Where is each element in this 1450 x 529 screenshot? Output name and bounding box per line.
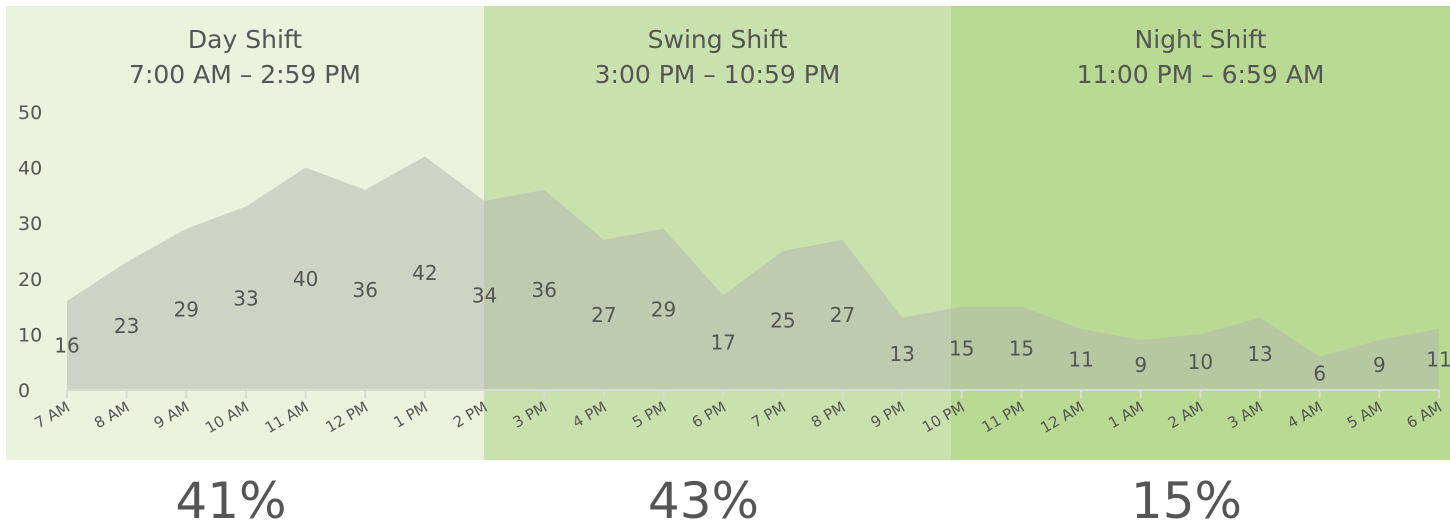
data-label: 11 <box>1068 347 1093 371</box>
y-tick-label: 30 <box>18 213 42 235</box>
y-tick-label: 0 <box>18 380 30 402</box>
data-label: 6 <box>1313 361 1326 385</box>
area <box>67 156 1439 390</box>
shift-percent: 15% <box>1131 472 1242 529</box>
data-label: 42 <box>412 261 437 285</box>
data-label: 40 <box>293 267 318 291</box>
data-label: 34 <box>472 283 497 307</box>
data-label: 36 <box>531 278 556 302</box>
shift-name: Day Shift <box>188 25 302 54</box>
shift-hours: 11:00 PM – 6:59 AM <box>1077 60 1325 89</box>
data-label: 27 <box>830 303 855 327</box>
data-label: 9 <box>1134 353 1147 377</box>
data-label: 27 <box>591 303 616 327</box>
data-label: 17 <box>710 331 735 355</box>
data-label: 29 <box>651 297 676 321</box>
data-label: 15 <box>949 336 974 360</box>
data-label: 29 <box>174 297 199 321</box>
data-label: 15 <box>1009 336 1034 360</box>
data-label: 11 <box>1426 347 1450 371</box>
data-label: 36 <box>353 278 378 302</box>
y-tick-label: 40 <box>18 158 42 180</box>
y-tick-label: 20 <box>18 269 42 291</box>
shift-hours: 7:00 AM – 2:59 PM <box>129 60 361 89</box>
data-label: 33 <box>233 286 258 310</box>
data-label: 10 <box>1188 350 1213 374</box>
data-label: 16 <box>54 334 79 358</box>
data-label: 25 <box>770 309 795 333</box>
y-tick-label: 10 <box>18 324 42 346</box>
data-label: 23 <box>114 314 139 338</box>
data-label: 13 <box>889 342 914 366</box>
y-tick-label: 50 <box>18 102 42 124</box>
shift-name: Night Shift <box>1135 25 1267 54</box>
data-label: 9 <box>1373 353 1386 377</box>
shift-name: Swing Shift <box>648 25 788 54</box>
shift-hours: 3:00 PM – 10:59 PM <box>595 60 841 89</box>
data-label: 13 <box>1247 342 1272 366</box>
shift-percent: 41% <box>175 472 286 529</box>
shift-percent: 43% <box>648 472 759 529</box>
